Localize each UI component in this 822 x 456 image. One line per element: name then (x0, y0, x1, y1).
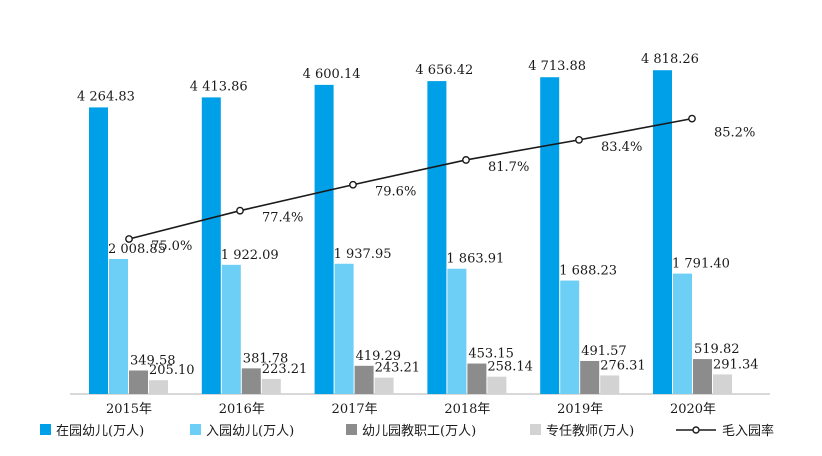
bar-1-3 (314, 84, 334, 394)
bar-1-1 (89, 107, 108, 394)
rate-value-label: 85.2% (714, 126, 755, 141)
bar-value-label: 1 688.23 (559, 264, 617, 279)
legend-label: 毛入园率 (722, 423, 774, 439)
bar-value-label: 381.78 (243, 351, 288, 366)
x-tick-label: 2015年 (106, 402, 152, 417)
bar-value-label: 453.15 (468, 347, 514, 362)
legend-swatch (346, 424, 357, 435)
bar-value-label: 349.58 (130, 354, 176, 369)
rate-value-label: 81.7% (488, 160, 529, 175)
bar-value-label: 205.10 (149, 363, 195, 378)
rate-value-label: 75.0% (151, 239, 192, 254)
legend-label: 专任教师(万人) (546, 423, 634, 439)
legend: 在园幼儿(万人) 入园幼儿(万人) 幼儿园教职工(万人) 专任教师(万人) 毛入园率 (40, 423, 774, 439)
bar-1-2 (201, 97, 221, 394)
rate-value-label: 79.6% (375, 185, 416, 200)
x-tick-label: 2018年 (444, 402, 490, 417)
bar-value-label: 4 600.14 (303, 67, 361, 82)
bar-value-label: 4 656.42 (415, 63, 473, 78)
bar-1-6 (653, 70, 672, 395)
bar-value-label: 223.21 (262, 362, 308, 377)
rate-line (128, 117, 693, 240)
bar-2-2 (221, 264, 241, 394)
rate-point (349, 180, 357, 189)
legend-marker (692, 426, 700, 434)
legend-label: 在园幼儿(万人) (56, 424, 144, 439)
rate-value-label: 83.4% (601, 140, 642, 155)
x-tick-labels: 2015年 2016年 2017年 2018年 2019年 2020年 (106, 402, 716, 417)
bar-2-1 (109, 259, 128, 394)
rate-point (236, 206, 244, 215)
bar-value-label: 4 413.86 (190, 79, 248, 94)
rate-value-label: 77.4% (262, 211, 303, 226)
bar-value-label: 1 937.95 (334, 247, 392, 262)
bars-layer (89, 70, 732, 395)
bar-value-label: 1 922.09 (221, 248, 279, 263)
x-tick-label: 2020年 (670, 402, 716, 417)
bar-value-label: 4 818.26 (641, 52, 699, 67)
legend-label: 入园幼儿(万人) (206, 424, 294, 439)
bar-4-1 (149, 380, 168, 394)
bar-value-label: 2 008.85 (108, 242, 166, 257)
bar-value-label: 291.34 (713, 357, 759, 372)
x-tick-label: 2019年 (557, 402, 603, 417)
bar-4-6 (713, 374, 732, 394)
bar-4-4 (487, 376, 507, 394)
bar-2-4 (447, 268, 467, 394)
rate-point (125, 235, 133, 243)
bar-value-label: 519.82 (694, 342, 740, 357)
bar-2-3 (334, 263, 354, 394)
bar-value-label: 419.29 (356, 349, 402, 364)
bar-3-1 (129, 370, 148, 394)
bar-4-2 (261, 379, 281, 394)
rate-point (688, 114, 696, 123)
bar-value-label: 1 863.91 (446, 252, 504, 267)
rate-line-layer: 75.0% 77.4% 79.6% 81.7% 83.4% 85.2% (125, 114, 755, 254)
bar-1-5 (540, 77, 560, 394)
x-tick-label: 2017年 (332, 402, 378, 417)
bar-value-label: 4 264.83 (77, 89, 135, 104)
x-tick-label: 2016年 (219, 402, 265, 417)
bar-value-label: 4 713.88 (528, 59, 586, 74)
rate-point (575, 135, 583, 144)
bar-value-label: 276.31 (600, 358, 646, 373)
bar-2-6 (673, 273, 692, 394)
legend-swatch (40, 424, 51, 435)
bar-value-label: 243.21 (375, 361, 421, 376)
legend-label: 幼儿园教职工(万人) (362, 423, 476, 439)
bar-value-label: 1 791.40 (672, 257, 730, 272)
bar-3-2 (241, 368, 261, 394)
bar-3-6 (693, 359, 712, 394)
rate-point (462, 156, 470, 164)
legend-swatch (530, 424, 541, 435)
bar-3-5 (580, 360, 600, 394)
bar-4-5 (600, 375, 620, 394)
bar-value-label: 491.57 (581, 344, 627, 359)
bar-value-label: 258.14 (487, 360, 533, 375)
bar-1-4 (427, 81, 447, 395)
bar-4-3 (374, 377, 394, 394)
legend-swatch (190, 424, 201, 435)
bar-3-3 (354, 365, 374, 394)
bar-3-4 (467, 363, 487, 394)
bar-2-5 (560, 280, 580, 394)
